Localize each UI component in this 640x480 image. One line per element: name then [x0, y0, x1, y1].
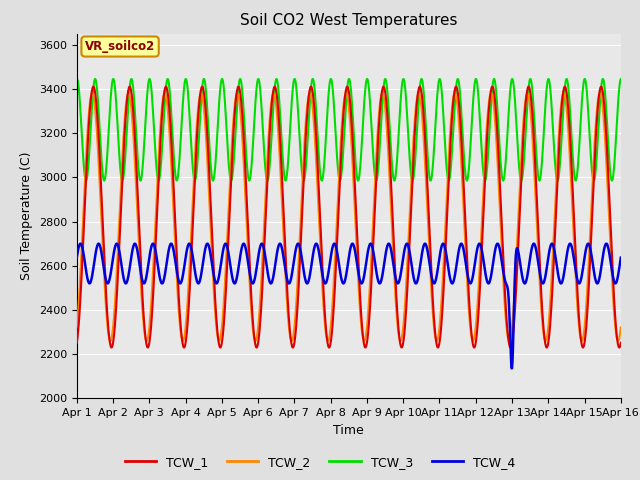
TCW_2 [73, 324, 81, 330]
TCW_4 [433, 274, 440, 280]
Y-axis label: Soil Temperature (C): Soil Temperature (C) [20, 152, 33, 280]
TCW_3 [454, 76, 462, 82]
X-axis label: Time: Time [333, 424, 364, 437]
TCW_2 [107, 338, 115, 344]
TCW_3 [570, 160, 577, 166]
Line: TCW_3: TCW_3 [77, 79, 621, 180]
TCW_4 [570, 252, 577, 257]
TCW_1 [194, 121, 202, 127]
Line: TCW_1: TCW_1 [77, 87, 621, 348]
TCW_4 [617, 255, 625, 261]
TCW_3 [617, 76, 625, 82]
TCW_2 [570, 224, 577, 229]
TCW_1 [287, 338, 295, 344]
TCW_3 [193, 165, 201, 171]
TCW_2 [300, 144, 308, 150]
TCW_3 [433, 105, 440, 110]
TCW_2 [522, 93, 530, 98]
Line: TCW_4: TCW_4 [77, 244, 621, 368]
TCW_1 [617, 340, 625, 346]
TCW_4 [300, 269, 308, 275]
Title: Soil CO2 West Temperatures: Soil CO2 West Temperatures [240, 13, 458, 28]
TCW_1 [73, 340, 81, 346]
TCW_2 [194, 110, 202, 116]
TCW_1 [300, 163, 308, 169]
Line: TCW_2: TCW_2 [77, 93, 621, 341]
Legend: TCW_1, TCW_2, TCW_3, TCW_4: TCW_1, TCW_2, TCW_3, TCW_4 [120, 451, 520, 474]
TCW_1 [90, 84, 97, 90]
TCW_2 [617, 324, 625, 330]
TCW_3 [287, 117, 294, 123]
TCW_1 [570, 198, 577, 204]
TCW_4 [73, 255, 81, 261]
TCW_4 [287, 277, 294, 283]
TCW_3 [282, 178, 289, 183]
TCW_3 [300, 178, 308, 183]
TCW_2 [88, 90, 96, 96]
TCW_1 [522, 93, 530, 99]
TCW_4 [193, 279, 201, 285]
TCW_1 [433, 342, 441, 348]
TCW_2 [287, 337, 295, 343]
TCW_4 [77, 241, 84, 247]
TCW_3 [522, 117, 530, 123]
TCW_1 [108, 345, 115, 350]
TCW_2 [433, 338, 441, 344]
TCW_3 [73, 76, 81, 82]
TCW_4 [522, 277, 530, 283]
Text: VR_soilco2: VR_soilco2 [85, 40, 156, 53]
TCW_4 [508, 365, 515, 371]
